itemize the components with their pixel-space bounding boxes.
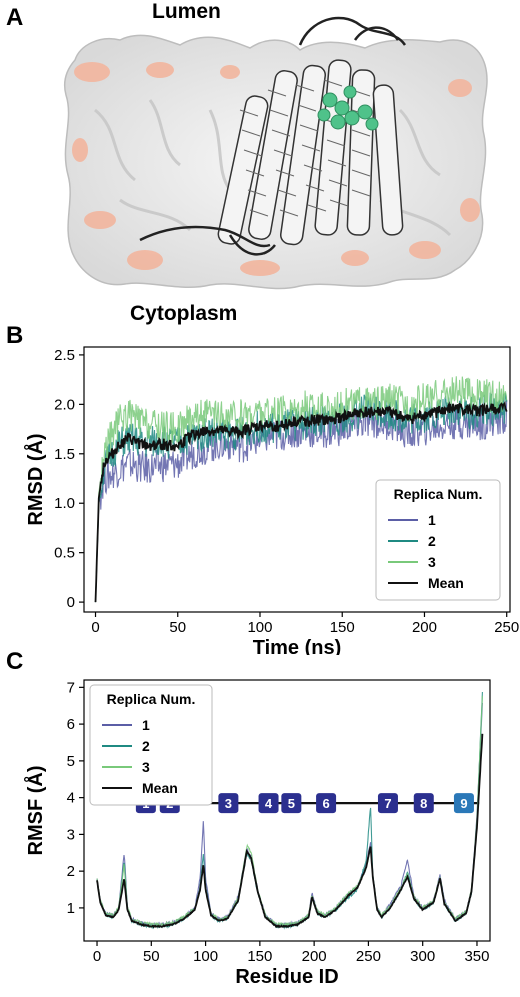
panel-a-structure: A Lumen Cytoplasm — [0, 0, 520, 330]
helix-label: 4 — [265, 796, 273, 811]
series-line-mean — [94, 400, 508, 603]
y-tick-label: 2 — [67, 863, 75, 880]
legend-entry: 2 — [142, 738, 150, 754]
y-tick-label: 1.5 — [54, 446, 75, 463]
x-tick-label: 50 — [169, 619, 186, 636]
x-axis-label: Time (ns) — [253, 637, 342, 655]
y-tick-label: 3 — [67, 826, 75, 843]
y-tick-label: 1 — [67, 900, 75, 917]
legend-title: Replica Num. — [107, 691, 196, 707]
legend-entry: 3 — [142, 759, 150, 775]
y-tick-label: 2.0 — [54, 396, 75, 413]
helix-box — [377, 793, 398, 814]
y-tick-label: 0.5 — [54, 545, 75, 562]
y-tick-label: 6 — [67, 716, 75, 733]
legend-entry: 1 — [428, 512, 436, 528]
helix-label: 7 — [384, 796, 391, 811]
series-line-mean — [96, 733, 484, 929]
x-axis-label: Residue ID — [235, 966, 338, 988]
protein-structure-illustration — [63, 16, 488, 290]
helix-box — [453, 793, 474, 814]
x-tick-label: 0 — [93, 948, 101, 965]
x-tick-label: 150 — [247, 948, 272, 965]
series-line-replica-1 — [94, 400, 508, 603]
helix-label: 9 — [460, 796, 467, 811]
panel-letter-a: A — [6, 4, 24, 31]
helix-box — [281, 793, 302, 814]
legend-title: Replica Num. — [394, 486, 483, 502]
y-tick-label: 4 — [67, 790, 75, 807]
helix-label: 3 — [225, 796, 232, 811]
plot-frame — [83, 679, 491, 942]
y-tick-label: 0 — [67, 594, 75, 611]
x-tick-label: 200 — [302, 948, 327, 965]
legend-entry: 1 — [142, 717, 150, 733]
surface-grooves — [94, 99, 452, 237]
x-tick-label: 100 — [193, 948, 218, 965]
x-tick-label: 50 — [143, 948, 160, 965]
legend-entry: Mean — [142, 780, 178, 796]
y-axis-label: RMSF (Å) — [23, 766, 47, 856]
panel-letter-b: B — [6, 322, 24, 349]
cytoplasm-label: Cytoplasm — [130, 302, 238, 325]
legend-box — [89, 684, 213, 806]
x-tick-label: 350 — [464, 948, 489, 965]
rmsd-chart: 0 50 100 150 200 250 0 0.5 1.0 1.5 2.0 2.5 Time (ns)… — [23, 346, 519, 655]
helix-box — [258, 793, 279, 814]
helix-label: 8 — [420, 796, 427, 811]
hydrophobic-patches — [72, 62, 480, 276]
ligand-spheres — [317, 85, 379, 131]
helix-box — [413, 793, 434, 814]
loops — [139, 16, 407, 256]
x-tick-label: 0 — [91, 619, 99, 636]
helix-label: 6 — [322, 796, 329, 811]
x-tick-label: 150 — [330, 619, 355, 636]
y-tick-label: 2.5 — [54, 347, 75, 364]
series-line-replica-3 — [96, 695, 483, 929]
series-line-replica-3 — [94, 376, 508, 603]
legend-entry: 2 — [428, 533, 436, 549]
x-tick-label: 100 — [247, 619, 272, 636]
legend-entry: Mean — [428, 575, 464, 591]
plot-frame — [83, 346, 511, 613]
helix-box — [218, 793, 239, 814]
x-tick-label: 200 — [412, 619, 437, 636]
helix-box — [316, 793, 337, 814]
y-axis-label: RMSD (Å) — [23, 433, 47, 525]
y-tick-label: 7 — [67, 679, 75, 696]
helix-label: 5 — [288, 796, 295, 811]
x-tick-label: 250 — [494, 619, 519, 636]
y-tick-label: 5 — [67, 753, 75, 770]
x-tick-label: 300 — [410, 948, 435, 965]
lumen-label: Lumen — [152, 0, 221, 23]
legend-box — [375, 479, 501, 601]
panel-letter-c: C — [6, 648, 24, 675]
y-tick-label: 1.0 — [54, 495, 75, 512]
x-tick-label: 250 — [356, 948, 381, 965]
legend-entry: 3 — [428, 554, 436, 570]
